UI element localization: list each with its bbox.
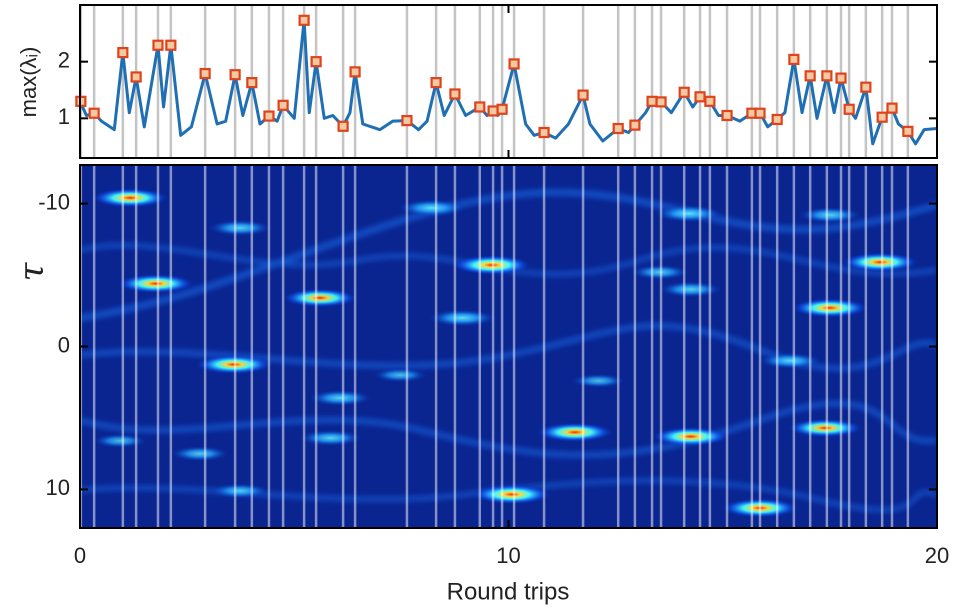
peak-marker	[263, 110, 275, 122]
peak-marker	[771, 113, 783, 126]
peak-marker	[246, 77, 258, 89]
hotspot	[118, 274, 194, 294]
hotspot	[308, 389, 372, 406]
hotspot	[93, 433, 147, 448]
y-tick-label: 1	[58, 104, 70, 129]
peak-marker	[88, 107, 100, 119]
hotspot	[373, 368, 427, 383]
peak-marker	[349, 66, 361, 78]
hotspot	[652, 427, 729, 447]
peak-marker	[229, 69, 241, 81]
peak-marker	[401, 114, 413, 127]
peak-marker	[152, 39, 164, 51]
hotspot	[299, 429, 362, 446]
hotspot	[788, 418, 862, 438]
peak-marker	[804, 70, 816, 82]
peak-marker	[876, 111, 888, 123]
hotspot	[758, 352, 822, 369]
top-frame	[79, 4, 938, 159]
hotspot	[428, 309, 496, 327]
x-tick-label: 20	[925, 543, 949, 568]
peak-marker	[704, 95, 716, 107]
peak-marker	[430, 77, 442, 89]
peak-marker	[646, 95, 658, 107]
peak-marker	[835, 72, 847, 84]
bottom-frame	[79, 164, 938, 529]
bottom-y-label: τ	[12, 261, 52, 281]
peak-marker	[310, 56, 322, 68]
peak-marker	[508, 58, 520, 70]
peak-marker	[277, 99, 289, 111]
hotspot	[283, 288, 357, 308]
data-line	[78, 18, 938, 146]
peak-marker	[788, 53, 800, 66]
peak-marker	[902, 125, 914, 137]
peak-marker	[298, 14, 310, 26]
peak-marker	[860, 81, 872, 93]
hotspot	[170, 446, 229, 462]
peak-marker	[821, 70, 833, 82]
top-y-label: max(λᵢ)	[16, 47, 41, 118]
hotspot	[798, 207, 862, 224]
peak-marker	[449, 88, 461, 100]
peak-marker	[496, 103, 508, 115]
hotspot	[473, 484, 551, 505]
peak-marker	[538, 126, 550, 139]
x-tick-label: 0	[74, 543, 86, 568]
peak-marker	[694, 91, 706, 103]
peak-marker	[165, 39, 177, 51]
peak-marker	[886, 102, 898, 114]
hotspot	[630, 264, 689, 280]
y-tick-label: 10	[46, 475, 70, 500]
peak-marker	[474, 101, 486, 113]
peak-marker	[337, 120, 349, 132]
hotspot	[92, 188, 168, 208]
hotspot	[571, 373, 626, 388]
peak-marker	[577, 89, 589, 101]
hotspot	[537, 422, 613, 442]
hotspot	[208, 219, 272, 236]
peak-marker	[612, 122, 624, 135]
hotspot	[655, 205, 722, 223]
peak-marker	[655, 96, 667, 108]
peak-marker	[754, 107, 766, 119]
y-tick-label: 0	[58, 332, 70, 357]
hotspot	[196, 355, 272, 375]
peak-marker	[629, 119, 641, 131]
y-tick-label: -10	[38, 189, 70, 214]
peak-marker	[721, 109, 733, 122]
plot-layer: 1 2 -10 0 10 0 10 20	[38, 5, 949, 568]
hotspot	[452, 255, 531, 275]
peak-marker	[678, 86, 690, 98]
hotspot	[842, 252, 918, 272]
peak-marker	[199, 67, 211, 80]
x-axis-label: Round trips	[447, 578, 570, 605]
hotspot	[659, 281, 722, 298]
hotspot	[398, 199, 466, 217]
peak-marker	[117, 46, 129, 59]
hotspot	[210, 483, 269, 499]
peak-marker	[130, 71, 142, 83]
hotspot	[792, 298, 868, 318]
x-tick-label: 10	[496, 543, 520, 568]
peak-marker	[487, 105, 499, 117]
y-tick-label: 2	[58, 47, 70, 72]
peak-marker	[843, 103, 855, 115]
